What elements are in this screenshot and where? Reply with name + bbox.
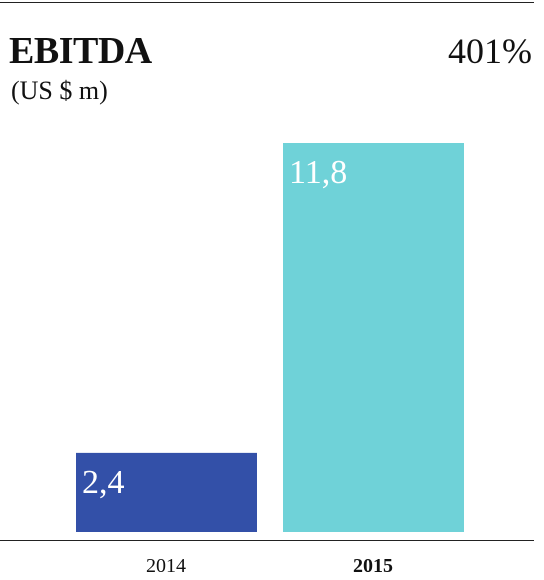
bar-2014 <box>76 452 257 532</box>
chart-title: EBITDA <box>9 30 152 72</box>
top-rule <box>0 2 534 3</box>
growth-percentage: 401% <box>448 31 532 71</box>
bar-2015 <box>283 143 464 532</box>
x-tick-label-2015: 2015 <box>353 555 393 577</box>
baseline-rule <box>0 540 534 541</box>
value-label-2014: 2,4 <box>82 464 125 501</box>
chart-unit-label: (US $ m) <box>11 76 108 105</box>
x-tick-label-2014: 2014 <box>146 555 186 577</box>
value-label-2015: 11,8 <box>289 154 347 191</box>
